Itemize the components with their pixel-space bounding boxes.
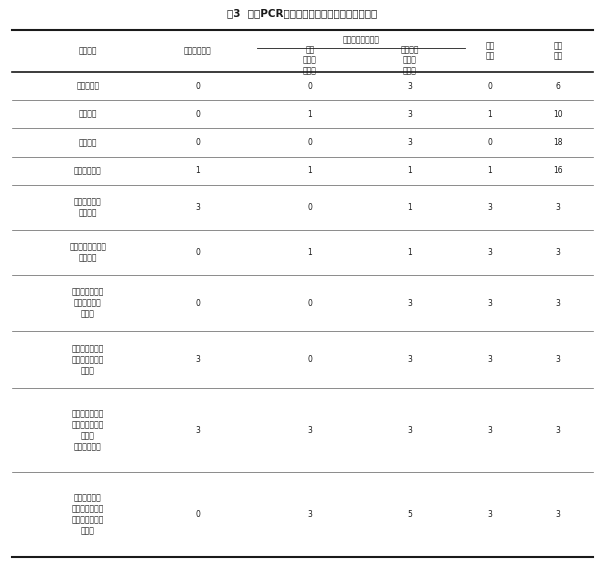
Text: 人工污染沙门
氏菌样品: 人工污染沙门 氏菌样品 (74, 197, 102, 217)
Text: 0: 0 (195, 110, 200, 119)
Text: 3: 3 (488, 299, 492, 308)
Text: 1: 1 (488, 110, 492, 119)
Text: 1: 1 (488, 166, 492, 175)
Text: 3: 3 (408, 138, 413, 147)
Text: 18: 18 (553, 138, 563, 147)
Text: 0: 0 (195, 138, 200, 147)
Text: 人工污染单增李斯
特菌样品: 人工污染单增李斯 特菌样品 (70, 243, 106, 263)
Text: 1: 1 (408, 203, 413, 212)
Text: 3: 3 (555, 299, 560, 308)
Text: 0: 0 (307, 203, 312, 212)
Text: 5: 5 (408, 510, 413, 519)
Text: 3: 3 (195, 426, 200, 435)
Text: 猪肉牛肉样品: 猪肉牛肉样品 (74, 166, 102, 175)
Text: 3: 3 (195, 203, 200, 212)
Text: 表3  一步PCR检测试剂盒对待检样品的检测结果: 表3 一步PCR检测试剂盒对待检样品的检测结果 (227, 8, 378, 18)
Text: 样品
总数: 样品 总数 (554, 41, 563, 61)
Text: 0: 0 (307, 355, 312, 364)
Text: 3: 3 (307, 426, 312, 435)
Text: 0: 0 (307, 299, 312, 308)
Text: 10: 10 (553, 110, 563, 119)
Text: 3: 3 (555, 355, 560, 364)
Text: 0: 0 (195, 82, 200, 90)
Text: 0: 0 (488, 138, 492, 147)
Text: 3: 3 (555, 203, 560, 212)
Text: 3: 3 (408, 355, 413, 364)
Text: 0: 0 (195, 299, 200, 308)
Text: 1: 1 (408, 248, 413, 257)
Text: 0: 0 (307, 138, 312, 147)
Text: 龙虾样品: 龙虾样品 (79, 138, 97, 147)
Text: 3: 3 (488, 203, 492, 212)
Text: 0: 0 (307, 82, 312, 90)
Text: 0: 0 (488, 82, 492, 90)
Text: 3: 3 (488, 510, 492, 519)
Text: 3: 3 (488, 426, 492, 435)
Text: 1: 1 (307, 248, 312, 257)
Text: 3: 3 (555, 426, 560, 435)
Text: 人工污染份数: 人工污染份数 (184, 46, 212, 55)
Text: 1: 1 (307, 110, 312, 119)
Text: 3: 3 (555, 510, 560, 519)
Text: 市售食品样品
单增李斯特菌污
染与牛肉样品混
合样品: 市售食品样品 单增李斯特菌污 染与牛肉样品混 合样品 (72, 494, 104, 536)
Text: 沙门氏菌污染与
猪肉牛肉样品混
合样品: 沙门氏菌污染与 猪肉牛肉样品混 合样品 (72, 344, 104, 375)
Text: 6: 6 (555, 82, 560, 90)
Text: 检出
份数: 检出 份数 (485, 41, 495, 61)
Text: 样品名称: 样品名称 (79, 46, 97, 55)
Text: 3: 3 (555, 248, 560, 257)
Text: 0: 0 (195, 510, 200, 519)
Text: 带鱼样品: 带鱼样品 (79, 110, 97, 119)
Text: 0: 0 (195, 248, 200, 257)
Text: 3: 3 (488, 248, 492, 257)
Text: 沙门氏菌与单增
李斯特菌共污
染样品: 沙门氏菌与单增 李斯特菌共污 染样品 (72, 288, 104, 319)
Text: 3: 3 (408, 82, 413, 90)
Text: 3: 3 (408, 426, 413, 435)
Text: 16: 16 (553, 166, 563, 175)
Text: 单增李斯特菌污
染与牛肉样品混
合样品
市售食品样品: 单增李斯特菌污 染与牛肉样品混 合样品 市售食品样品 (72, 409, 104, 451)
Text: 单增李斯
特菌阳
性份数: 单增李斯 特菌阳 性份数 (401, 45, 419, 75)
Text: 3: 3 (408, 110, 413, 119)
Text: 3: 3 (408, 299, 413, 308)
Text: 金枪鱼样品: 金枪鱼样品 (76, 82, 100, 90)
Text: 1: 1 (307, 166, 312, 175)
Text: 1: 1 (408, 166, 413, 175)
Text: 沙门
氏菌阳
性份数: 沙门 氏菌阳 性份数 (303, 45, 317, 75)
Text: 检出情况及其份数: 检出情况及其份数 (342, 35, 379, 44)
Text: 3: 3 (307, 510, 312, 519)
Text: 3: 3 (195, 355, 200, 364)
Text: 1: 1 (195, 166, 200, 175)
Text: 3: 3 (488, 355, 492, 364)
